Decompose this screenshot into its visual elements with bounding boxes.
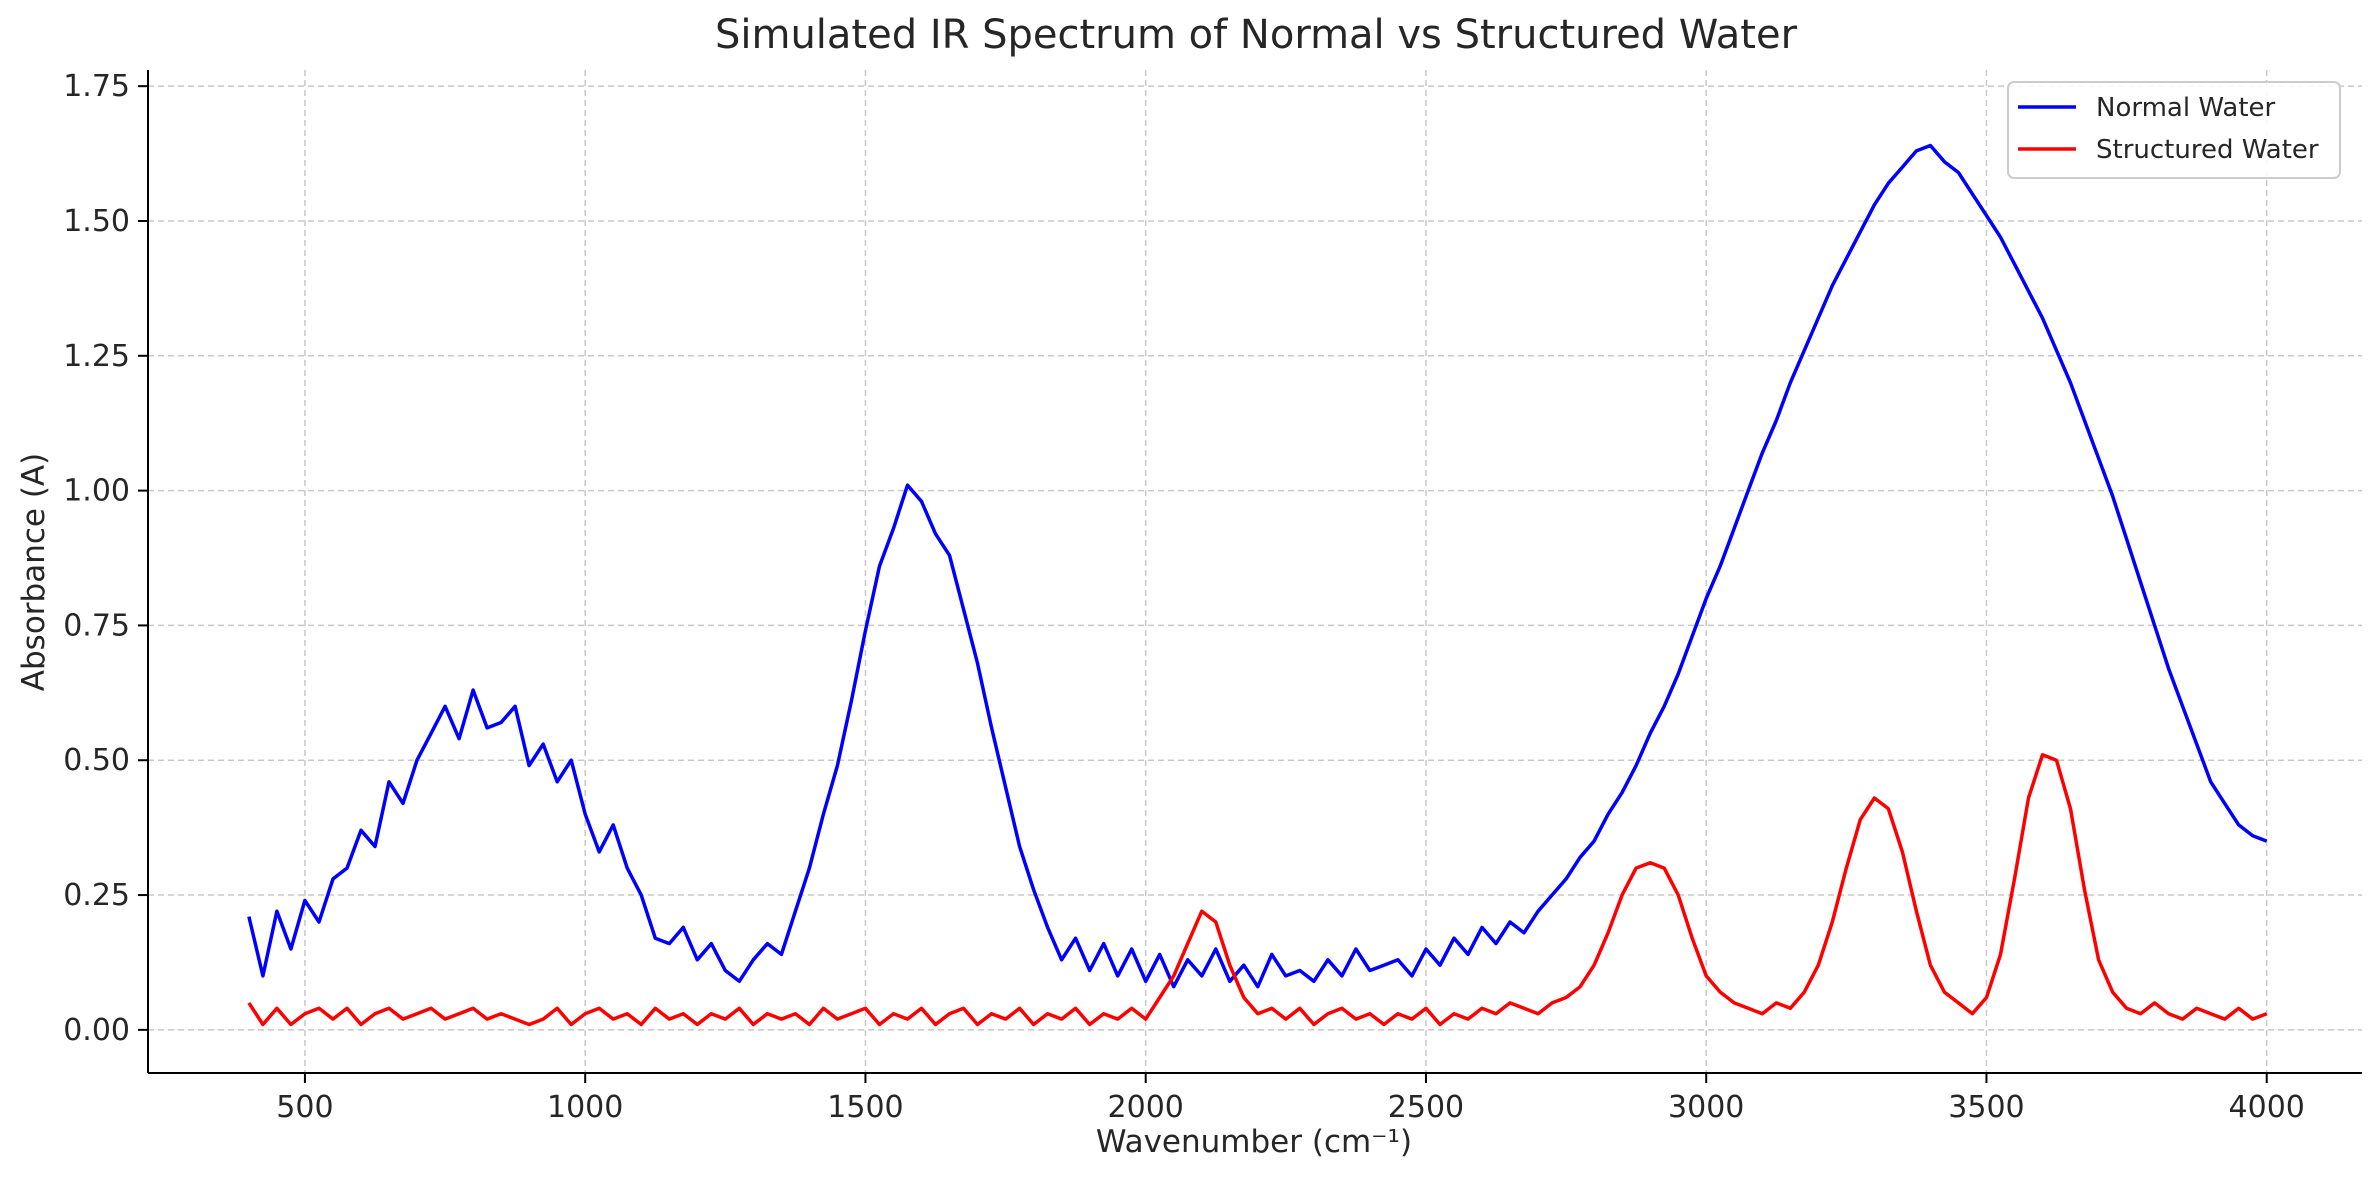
y-axis-label: Absorbance (A): [16, 453, 52, 691]
axes: [147, 70, 2362, 1074]
y-tick-label: 1.25: [63, 339, 130, 374]
ticks: 500 1000 1500 2000 2500 3000 3500 4000 0.00 0.25 0…: [63, 69, 2305, 1125]
series: [247, 143, 2268, 1027]
y-tick-label: 0.00: [63, 1013, 130, 1048]
y-tick-label: 1.00: [63, 474, 130, 509]
x-tick-label: 1000: [547, 1090, 623, 1125]
x-tick-label: 1500: [827, 1090, 903, 1125]
y-tick-label: 1.75: [63, 69, 130, 104]
x-tick-label: 4000: [2229, 1090, 2305, 1125]
legend-box: [2007, 81, 2341, 179]
x-tick-label: 3000: [1668, 1090, 1744, 1125]
chart-title: Simulated IR Spectrum of Normal vs Struc…: [715, 12, 1798, 58]
y-tick-label: 0.75: [63, 608, 130, 643]
x-tick-label: 2500: [1388, 1090, 1464, 1125]
series-line-structured-water: [247, 753, 2268, 1027]
series-line-normal-water: [247, 143, 2268, 989]
x-tick-label: 2000: [1108, 1090, 1184, 1125]
x-tick-label: 500: [276, 1090, 333, 1125]
grid: [148, 70, 2362, 1073]
legend: Normal Water Structured Water: [2007, 81, 2341, 179]
x-tick-label: 3500: [1948, 1090, 2024, 1125]
y-tick-label: 0.25: [63, 878, 130, 913]
legend-label-structured-water: Structured Water: [2096, 135, 2319, 165]
legend-label-normal-water: Normal Water: [2096, 93, 2276, 123]
y-tick-label: 1.50: [63, 204, 130, 239]
y-tick-label: 0.50: [63, 743, 130, 778]
x-axis-label: Wavenumber (cm⁻¹): [1096, 1124, 1412, 1160]
